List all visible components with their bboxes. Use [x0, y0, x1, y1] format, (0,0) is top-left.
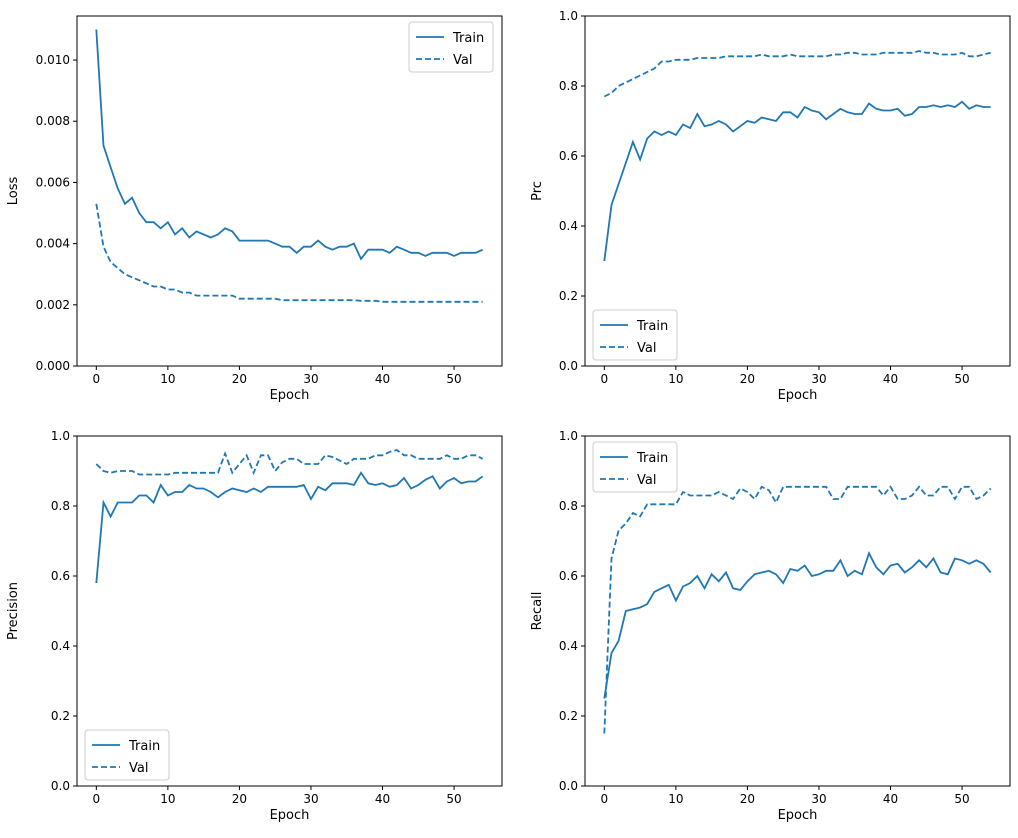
x-tick-label: 20 — [740, 372, 755, 386]
x-tick-label: 0 — [92, 372, 100, 386]
y-tick-label: 0.0 — [51, 779, 70, 793]
x-axis-label: Epoch — [270, 808, 310, 823]
y-tick-label: 0.8 — [51, 499, 70, 513]
legend-label: Train — [452, 31, 484, 46]
x-tick-label: 50 — [954, 372, 969, 386]
x-tick-label: 20 — [232, 792, 247, 806]
legend-box — [592, 441, 678, 493]
y-tick-label: 0.0 — [559, 779, 578, 793]
x-tick-label: 30 — [303, 372, 318, 386]
y-tick-label: 0.008 — [36, 114, 70, 128]
y-tick-label: 0.2 — [51, 709, 70, 723]
legend-label: Train — [636, 319, 668, 334]
x-tick-label: 20 — [740, 792, 755, 806]
series-line-val — [603, 485, 992, 734]
x-tick-label: 20 — [232, 372, 247, 386]
legend-label: Train — [636, 451, 668, 466]
subplot-recall: 0 10 20 30 40 50 0.0 0.2 0.4 0.6 0.8 1.0 Epoch Recall… — [530, 429, 1011, 823]
axes-frame — [584, 435, 1011, 787]
x-tick-label: 40 — [375, 372, 390, 386]
y-axis-label: Precision — [6, 582, 21, 640]
x-axis-label: Epoch — [270, 388, 310, 403]
y-tick-label: 0.8 — [559, 499, 578, 513]
y-axis-label: Prc — [530, 181, 545, 201]
x-tick-label: 40 — [375, 792, 390, 806]
y-tick-label: 0.004 — [36, 237, 70, 251]
legend: Train Val — [592, 441, 678, 493]
series-line-val — [95, 449, 484, 476]
series-line-val — [603, 50, 991, 98]
x-tick-label: 30 — [811, 372, 826, 386]
axes-frame — [76, 435, 503, 787]
y-tick-label: 1.0 — [559, 9, 578, 23]
series-line-train — [95, 471, 484, 584]
series-line-train — [95, 29, 484, 261]
legend: Train Val — [84, 729, 170, 781]
y-tick-label: 1.0 — [559, 429, 578, 443]
legend-label: Val — [637, 473, 656, 488]
x-tick-label: 30 — [303, 792, 318, 806]
y-tick-label: 0.4 — [559, 219, 578, 233]
y-tick-label: 0.4 — [559, 639, 578, 653]
series-line-val — [95, 203, 483, 303]
y-tick-label: 0.0 — [559, 359, 578, 373]
legend: Train Val — [592, 309, 678, 361]
legend-label: Train — [128, 739, 160, 754]
y-axis-label: Loss — [6, 177, 21, 206]
legend-box — [408, 21, 494, 73]
x-tick-label: 10 — [668, 792, 683, 806]
legend-label: Val — [637, 341, 656, 356]
legend-box — [592, 309, 678, 361]
x-tick-label: 50 — [446, 372, 461, 386]
x-tick-label: 40 — [883, 372, 898, 386]
y-tick-label: 0.6 — [559, 149, 578, 163]
y-tick-label: 0.8 — [559, 79, 578, 93]
x-tick-label: 50 — [954, 792, 969, 806]
x-tick-label: 50 — [446, 792, 461, 806]
axes-frame — [584, 15, 1011, 367]
series-line-train — [603, 100, 991, 262]
y-tick-label: 0.6 — [559, 569, 578, 583]
axes-frame — [76, 15, 503, 367]
y-tick-label: 0.006 — [36, 175, 70, 189]
x-tick-label: 30 — [811, 792, 826, 806]
y-tick-label: 0.2 — [559, 289, 578, 303]
subplot-loss: 0 10 20 30 40 50 0.000 0.002 0.004 0.006 0.008 0.01… — [6, 15, 503, 403]
legend-label: Val — [129, 761, 148, 776]
y-axis-label: Recall — [530, 592, 545, 631]
y-tick-label: 1.0 — [51, 429, 70, 443]
y-tick-label: 0.4 — [51, 639, 70, 653]
subplot-prc: 0 10 20 30 40 50 0.0 0.2 0.4 0.6 0.8 1.0 Epoch Prc Tra… — [530, 9, 1011, 403]
x-tick-label: 0 — [600, 792, 608, 806]
legend: Train Val — [408, 21, 494, 73]
y-tick-label: 0.6 — [51, 569, 70, 583]
y-tick-label: 0.010 — [36, 53, 70, 67]
x-tick-label: 40 — [883, 792, 898, 806]
series-line-train — [603, 550, 992, 699]
x-tick-label: 10 — [668, 372, 683, 386]
legend-box — [84, 729, 170, 781]
y-tick-label: 0.2 — [559, 709, 578, 723]
x-tick-label: 0 — [92, 792, 100, 806]
x-axis-label: Epoch — [778, 808, 818, 823]
y-tick-label: 0.002 — [36, 298, 70, 312]
x-axis-label: Epoch — [778, 388, 818, 403]
x-tick-label: 10 — [160, 792, 175, 806]
x-tick-label: 0 — [600, 372, 608, 386]
y-tick-label: 0.000 — [36, 359, 70, 373]
subplot-precision: 0 10 20 30 40 50 0.0 0.2 0.4 0.6 0.8 1.0 Epoch Precis… — [6, 429, 503, 823]
x-tick-label: 10 — [160, 372, 175, 386]
legend-label: Val — [453, 53, 472, 68]
